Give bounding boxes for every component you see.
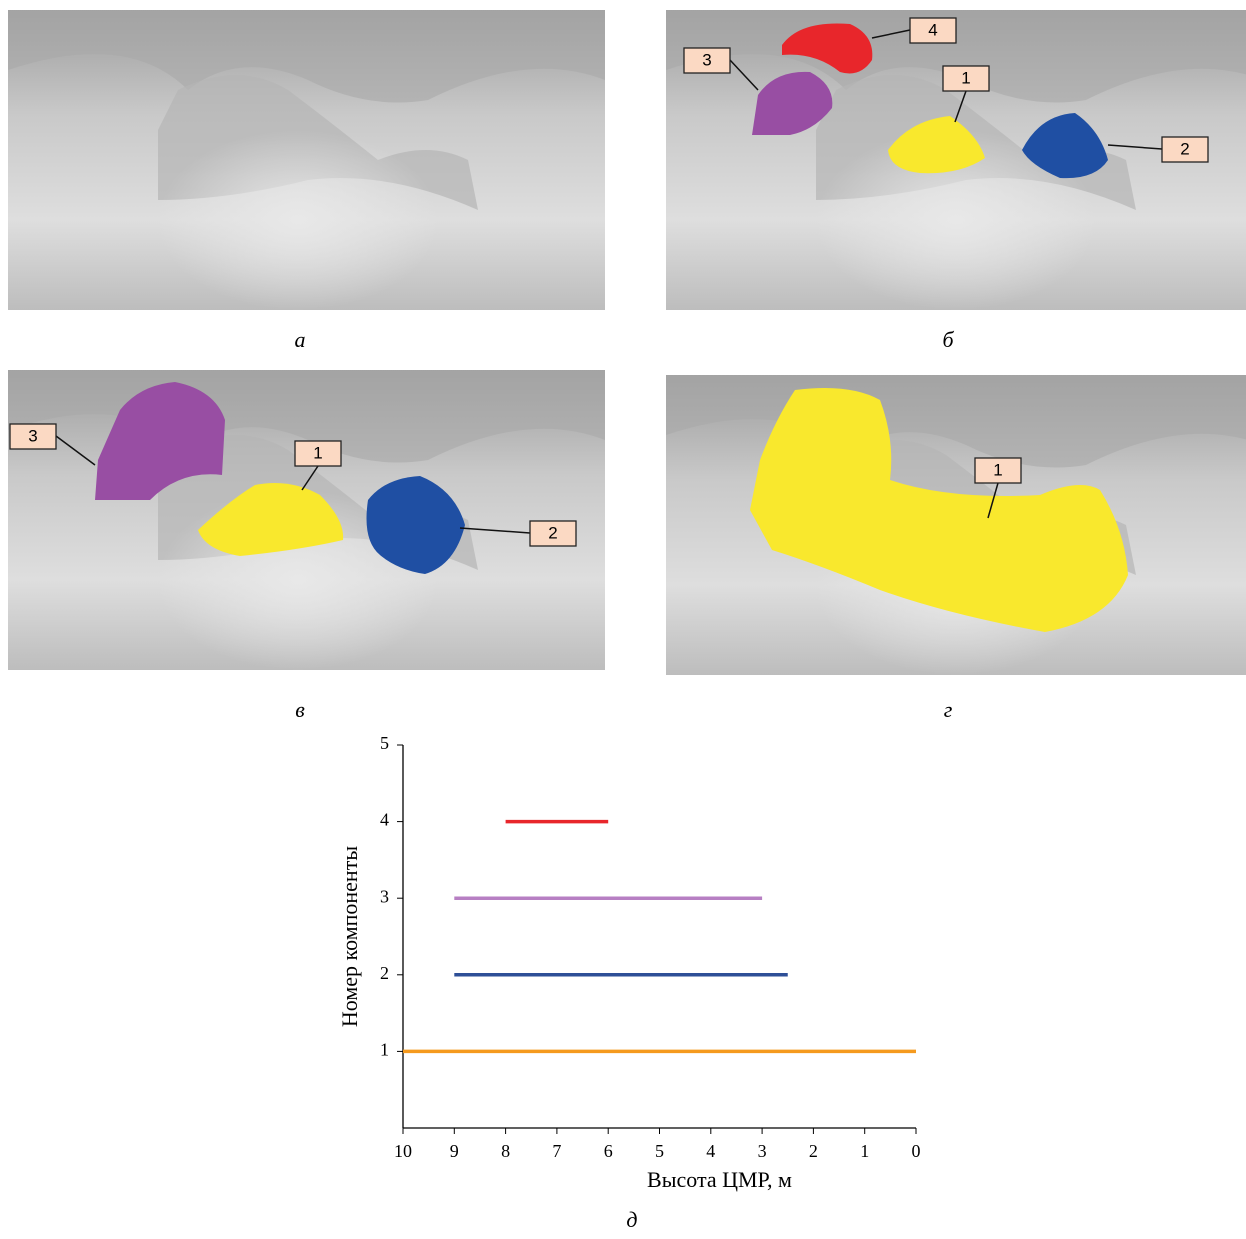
y-tick-label: 2: [380, 963, 389, 983]
y-tick-label: 4: [380, 810, 389, 830]
x-tick-label: 1: [860, 1141, 869, 1161]
figure: 10987654321012345Высота ЦМР, мНомер комп…: [0, 0, 1246, 1234]
y-tick-label: 3: [380, 886, 389, 906]
panel-caption: г: [944, 697, 953, 722]
panel-c: [8, 370, 605, 670]
x-tick-label: 3: [758, 1141, 767, 1161]
x-tick-label: 8: [501, 1141, 510, 1161]
callout-label: 1: [313, 443, 322, 462]
x-tick-label: 6: [604, 1141, 613, 1161]
panel-caption: а: [295, 327, 306, 352]
x-tick-label: 2: [809, 1141, 818, 1161]
x-axis-label: Высота ЦМР, м: [647, 1167, 792, 1192]
callout-label: 3: [702, 50, 711, 69]
x-tick-label: 0: [912, 1141, 921, 1161]
panel-a: [8, 10, 605, 310]
y-tick-label: 5: [380, 733, 389, 753]
panel-b: [666, 10, 1246, 310]
callout-label: 2: [1180, 139, 1189, 158]
callout-label: 1: [961, 68, 970, 87]
y-axis-label: Номер компоненты: [337, 846, 362, 1027]
chart-caption: д: [626, 1207, 637, 1232]
x-tick-label: 4: [706, 1141, 715, 1161]
y-tick-label: 1: [380, 1040, 389, 1060]
x-tick-label: 7: [552, 1141, 561, 1161]
x-tick-label: 5: [655, 1141, 664, 1161]
callout-label: 3: [28, 426, 37, 445]
x-tick-label: 9: [450, 1141, 459, 1161]
callout-label: 1: [993, 460, 1002, 479]
callout-label: 4: [928, 20, 937, 39]
panel-caption: в: [295, 697, 305, 722]
panel-d: [666, 375, 1246, 677]
panel-caption: б: [942, 327, 954, 352]
callout-label: 2: [548, 523, 557, 542]
x-tick-label: 10: [394, 1141, 412, 1161]
